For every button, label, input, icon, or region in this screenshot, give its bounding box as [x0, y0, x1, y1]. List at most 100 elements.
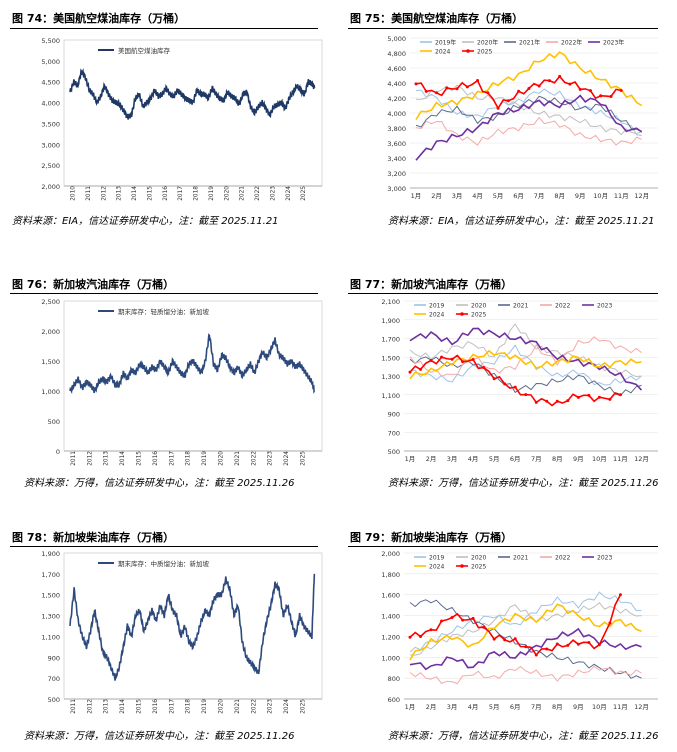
series-marker: [450, 616, 454, 620]
series-line: [69, 68, 316, 120]
source-note: 资料来源：万得，信达证券研发中心，注：截至 2025.11.26: [24, 478, 295, 489]
x-tick-label: 2012: [101, 186, 107, 201]
x-tick-label: 8月: [554, 192, 565, 200]
series-marker: [619, 89, 623, 92]
legend-label: 期末库存：轻质馏分油：新加坡: [118, 307, 210, 316]
series-line: [409, 356, 642, 397]
x-tick-label: 2015: [137, 451, 143, 466]
source-note: 资料来源：万得，信达证券研发中心，注：截至 2025.11.26: [388, 478, 659, 489]
legend-label: 2021: [513, 555, 528, 562]
y-tick-label: 5,000: [387, 35, 406, 43]
series-marker: [492, 377, 496, 381]
series-marker: [618, 593, 622, 597]
series-marker: [408, 370, 412, 374]
series-marker: [587, 393, 591, 397]
series-marker: [461, 618, 465, 622]
series-line: [415, 95, 643, 133]
series-line: [409, 327, 643, 391]
series-marker: [524, 645, 528, 649]
series-marker: [547, 79, 551, 83]
y-tick-label: 1,200: [381, 633, 400, 641]
x-tick-label: 2020: [224, 186, 230, 201]
source-note: 资料来源：EIA，信达证券研发中心，注：截至 2025.11.21: [388, 216, 655, 227]
series-marker: [440, 355, 444, 359]
x-tick-label: 2013: [117, 186, 123, 201]
y-tick-label: 600: [388, 696, 400, 704]
series-line: [409, 603, 642, 661]
series-line: [409, 591, 642, 653]
series-marker: [408, 635, 412, 639]
legend-marker: [460, 564, 464, 568]
x-tick-label: 2023: [268, 699, 274, 714]
x-tick-label: 12月: [634, 703, 649, 711]
y-tick-label: 1,900: [381, 317, 400, 325]
series-marker: [471, 357, 475, 361]
y-tick-label: 4,000: [387, 110, 406, 118]
y-tick-label: 2,000: [41, 183, 60, 191]
y-tick-label: 4,600: [387, 65, 406, 73]
x-tick-label: 2019: [202, 451, 208, 466]
series-marker: [492, 637, 496, 641]
x-tick-label: 2017: [169, 699, 175, 714]
series-marker: [545, 647, 549, 651]
y-tick-label: 1,600: [381, 592, 400, 600]
y-tick-label: 3,600: [387, 140, 406, 148]
series-marker: [419, 367, 423, 371]
x-tick-label: 2011: [71, 451, 77, 466]
y-tick-label: 2,500: [41, 162, 60, 170]
source-note: 资料来源：万得，信达证券研发中心，注：截至 2025.11.26: [388, 731, 659, 742]
x-tick-label: 2021: [240, 186, 246, 201]
legend-label: 2021年: [519, 39, 540, 47]
series-marker: [555, 399, 559, 403]
series-marker: [429, 358, 433, 362]
title-divider: [10, 28, 318, 29]
series-marker: [503, 382, 507, 386]
series-marker: [599, 94, 603, 98]
y-tick-label: 3,800: [387, 125, 406, 133]
source-note: 资料来源：万得，信达证券研发中心，注：截至 2025.11.26: [24, 731, 295, 742]
y-tick-label: 1,300: [41, 613, 60, 621]
series-marker: [455, 87, 459, 91]
y-tick-label: 1,500: [41, 592, 60, 600]
series-line: [409, 601, 642, 656]
x-tick-label: 6月: [513, 192, 524, 200]
series-line: [415, 51, 643, 121]
y-tick-label: 3,400: [387, 155, 406, 163]
y-tick-label: 1,700: [41, 571, 60, 579]
legend-label: 2024: [429, 564, 444, 571]
y-tick-label: 1,300: [381, 373, 400, 381]
legend-label: 2020年: [477, 39, 498, 47]
series-marker: [588, 89, 592, 93]
y-tick-label: 2,500: [41, 298, 60, 306]
figure-title: 图 78：新加坡柴油库存（万桶）: [12, 531, 175, 544]
x-tick-label: 2016: [163, 186, 169, 201]
x-tick-label: 2019: [202, 699, 208, 714]
x-tick-label: 7月: [531, 455, 542, 463]
x-tick-label: 3月: [447, 455, 458, 463]
x-tick-label: 1月: [405, 455, 416, 463]
plot-frame: [63, 300, 323, 452]
x-tick-label: 9月: [573, 455, 584, 463]
legend-label: 2022: [555, 555, 570, 562]
x-tick-label: 10月: [592, 703, 607, 711]
legend-label: 2025: [477, 49, 492, 56]
y-tick-label: 3,500: [41, 120, 60, 128]
series-line: [409, 349, 642, 380]
x-tick-label: 8月: [552, 455, 563, 463]
series-marker: [503, 638, 507, 642]
series-marker: [440, 619, 444, 623]
series-marker: [609, 94, 613, 98]
x-tick-label: 2014: [120, 451, 126, 466]
y-tick-label: 1,500: [381, 354, 400, 362]
x-tick-label: 2025: [301, 699, 307, 714]
y-tick-label: 4,800: [387, 50, 406, 58]
series-line: [415, 88, 642, 136]
x-tick-label: 9月: [575, 192, 586, 200]
series-marker: [608, 621, 612, 625]
series-marker: [597, 395, 601, 399]
y-tick-label: 4,200: [387, 95, 406, 103]
series-marker: [424, 89, 428, 93]
plot-frame: [63, 39, 323, 187]
legend-marker: [466, 49, 470, 53]
series-marker: [429, 628, 433, 632]
